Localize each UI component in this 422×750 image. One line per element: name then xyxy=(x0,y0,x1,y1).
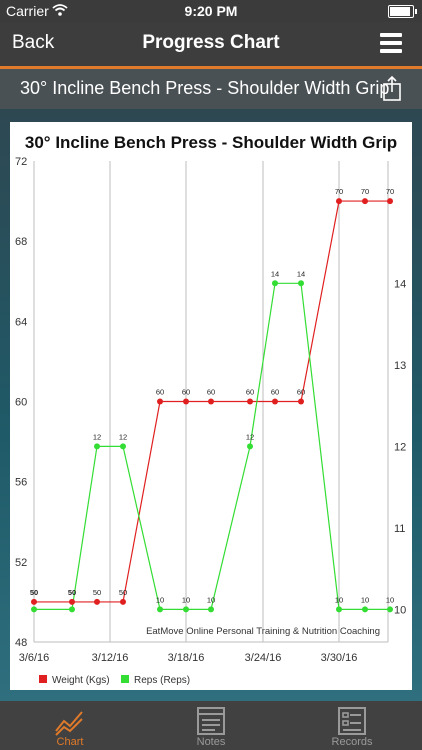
share-icon[interactable] xyxy=(382,75,402,101)
data-label: 50 xyxy=(93,588,101,597)
records-icon xyxy=(338,707,366,735)
chart-svg: 30° Incline Bench Press - Shoulder Width… xyxy=(15,133,406,686)
page-title: Progress Chart xyxy=(142,32,280,53)
chart-watermark: EatMove Online Personal Training & Nutri… xyxy=(146,626,380,637)
y-right-tick-label: 14 xyxy=(394,278,406,290)
status-bar: Carrier 9:20 PM xyxy=(0,0,422,22)
battery-icon xyxy=(388,5,417,18)
y-left-tick-label: 60 xyxy=(15,397,27,409)
data-label: 50 xyxy=(119,588,127,597)
tab-records[interactable]: Records xyxy=(282,701,422,750)
data-point-weight xyxy=(247,398,253,405)
data-label: 70 xyxy=(386,187,394,196)
tab-notes-label: Notes xyxy=(196,736,226,748)
data-label: 14 xyxy=(297,269,305,278)
legend-label: Weight (Kgs) xyxy=(52,675,110,686)
y-left-tick-label: 56 xyxy=(15,477,27,489)
legend-swatch-reps xyxy=(121,675,129,683)
legend-swatch-weight xyxy=(39,675,47,683)
data-point-reps xyxy=(157,606,163,613)
tab-chart-label: Chart xyxy=(56,736,84,748)
data-label: 12 xyxy=(119,432,127,441)
tab-records-label: Records xyxy=(331,736,373,748)
legend-label: Reps (Reps) xyxy=(134,675,190,686)
data-label: 10 xyxy=(386,595,394,604)
data-point-reps xyxy=(336,606,342,613)
notes-icon xyxy=(197,707,225,735)
data-point-reps xyxy=(69,606,75,613)
exercise-header: 30° Incline Bench Press - Shoulder Width… xyxy=(0,69,422,109)
navigation-bar: Back Progress Chart xyxy=(0,22,422,66)
data-point-weight xyxy=(69,598,75,605)
accent-divider xyxy=(0,66,422,69)
data-point-weight xyxy=(208,398,214,405)
data-point-reps xyxy=(208,606,214,613)
x-tick-label: 3/18/16 xyxy=(168,652,205,664)
data-label: 60 xyxy=(246,388,254,397)
x-tick-label: 3/6/16 xyxy=(19,652,50,664)
data-point-reps xyxy=(362,606,368,613)
data-point-weight xyxy=(272,398,278,405)
data-point-reps xyxy=(247,443,253,450)
data-point-reps xyxy=(272,280,278,287)
data-point-weight xyxy=(94,598,100,605)
data-label: 10 xyxy=(335,595,343,604)
data-point-reps xyxy=(387,606,393,613)
data-point-reps xyxy=(31,606,37,613)
series-line-reps xyxy=(34,282,390,610)
data-label: 12 xyxy=(93,432,101,441)
data-label: 60 xyxy=(207,388,215,397)
tab-notes[interactable]: Notes xyxy=(141,701,281,750)
exercise-title: 30° Incline Bench Press - Shoulder Width… xyxy=(20,78,390,98)
data-label: 12 xyxy=(246,432,254,441)
y-right-tick-label: 13 xyxy=(394,360,406,372)
data-point-weight xyxy=(298,398,304,405)
x-tick-label: 3/30/16 xyxy=(321,652,358,664)
y-left-tick-label: 52 xyxy=(15,557,27,569)
data-point-weight xyxy=(183,398,189,405)
data-point-weight xyxy=(120,598,126,605)
data-label: 60 xyxy=(297,388,305,397)
y-right-tick-label: 12 xyxy=(394,441,406,453)
data-label: 50 xyxy=(68,588,76,597)
tab-chart[interactable]: Chart xyxy=(0,701,140,750)
y-right-tick-label: 11 xyxy=(394,523,405,535)
y-right-tick-label: 10 xyxy=(394,604,406,616)
chart-icon xyxy=(55,711,83,736)
y-left-tick-label: 72 xyxy=(15,156,27,168)
y-left-tick-label: 48 xyxy=(15,637,27,649)
data-label: 50 xyxy=(30,588,38,597)
data-label: 14 xyxy=(271,269,279,278)
y-left-tick-label: 64 xyxy=(15,316,27,328)
carrier-label: Carrier xyxy=(6,3,49,19)
data-label: 60 xyxy=(271,388,279,397)
status-time: 9:20 PM xyxy=(184,3,238,19)
tab-bar: Chart Notes Records xyxy=(0,701,422,750)
data-point-reps xyxy=(298,280,304,287)
hamburger-menu-icon[interactable] xyxy=(380,33,402,53)
data-point-weight xyxy=(362,198,368,205)
wifi-icon xyxy=(52,4,68,16)
chart-title: 30° Incline Bench Press - Shoulder Width… xyxy=(25,133,397,152)
data-point-weight xyxy=(157,398,163,405)
data-point-reps xyxy=(183,606,189,613)
data-label: 70 xyxy=(361,187,369,196)
back-button[interactable]: Back xyxy=(12,32,55,53)
data-label: 60 xyxy=(156,388,164,397)
progress-chart: 30° Incline Bench Press - Shoulder Width… xyxy=(10,122,412,690)
data-point-weight xyxy=(31,598,37,605)
data-label: 70 xyxy=(335,187,343,196)
data-label: 60 xyxy=(182,388,190,397)
data-point-weight xyxy=(387,198,393,205)
data-label: 10 xyxy=(182,595,190,604)
x-tick-label: 3/24/16 xyxy=(245,652,282,664)
x-tick-label: 3/12/16 xyxy=(92,652,129,664)
data-label: 10 xyxy=(207,595,215,604)
data-point-reps xyxy=(94,443,100,450)
data-label: 10 xyxy=(156,595,164,604)
data-point-reps xyxy=(120,443,126,450)
y-left-tick-label: 68 xyxy=(15,236,27,248)
data-point-weight xyxy=(336,198,342,205)
data-label: 10 xyxy=(361,595,369,604)
